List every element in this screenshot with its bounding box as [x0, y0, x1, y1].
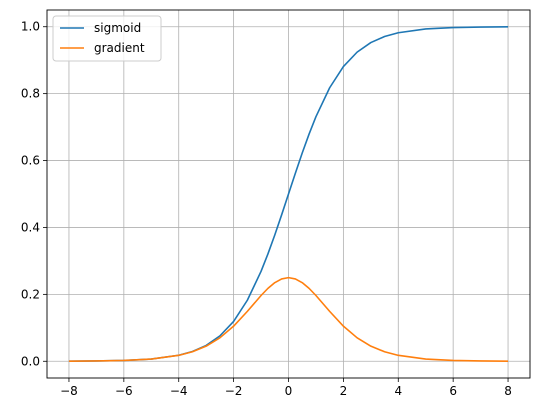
y-tick-label: 0.4 — [21, 220, 40, 234]
x-tick-label: −2 — [225, 384, 243, 398]
legend-label-gradient: gradient — [94, 41, 145, 55]
x-tick-label: 2 — [340, 384, 348, 398]
legend-label-sigmoid: sigmoid — [94, 21, 141, 35]
y-tick-label: 0.2 — [21, 287, 40, 301]
y-tick-label: 0.0 — [21, 354, 40, 368]
x-tick-label: 6 — [449, 384, 457, 398]
y-tick-label: 0.6 — [21, 154, 40, 168]
x-tick-label: −6 — [115, 384, 133, 398]
series-line-gradient — [68, 276, 509, 362]
y-tick-label: 0.8 — [21, 87, 40, 101]
x-tick-label: 0 — [285, 384, 293, 398]
x-axis-ticks: −8 −6 −4 −2 0 2 4 6 8 — [60, 378, 512, 398]
y-axis-ticks: 0.0 0.2 0.4 0.6 0.8 1.0 — [21, 20, 47, 368]
x-tick-label: −4 — [170, 384, 188, 398]
x-tick-label: 4 — [394, 384, 402, 398]
y-tick-label: 1.0 — [21, 20, 40, 34]
x-tick-label: −8 — [60, 384, 78, 398]
x-tick-label: 8 — [504, 384, 512, 398]
series-lines — [68, 26, 509, 362]
legend: sigmoid gradient — [52, 15, 162, 62]
